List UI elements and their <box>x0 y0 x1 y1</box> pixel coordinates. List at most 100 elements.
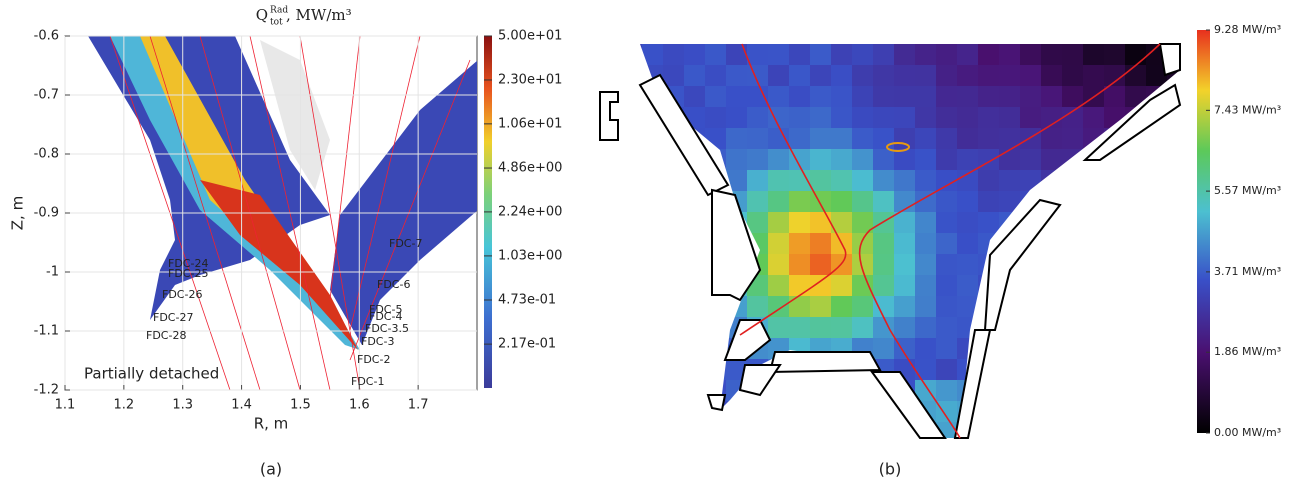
image-pixel <box>1167 149 1188 170</box>
image-pixel <box>852 128 873 149</box>
image-pixel <box>1083 422 1104 443</box>
image-pixel <box>1083 212 1104 233</box>
image-pixel <box>873 170 894 191</box>
image-pixel <box>852 422 873 443</box>
colorbar-tick-label: 1.06e+01 <box>498 116 562 131</box>
image-pixel <box>852 107 873 128</box>
image-pixel <box>999 422 1020 443</box>
image-pixel <box>684 86 705 107</box>
image-pixel <box>789 44 810 65</box>
image-pixel <box>1167 296 1188 317</box>
image-pixel <box>810 212 831 233</box>
image-pixel <box>747 44 768 65</box>
image-pixel <box>873 233 894 254</box>
image-pixel <box>894 128 915 149</box>
image-pixel <box>852 401 873 422</box>
image-pixel <box>1125 296 1146 317</box>
image-pixel <box>684 359 705 380</box>
image-pixel <box>1083 317 1104 338</box>
image-pixel <box>1041 233 1062 254</box>
image-pixel <box>789 86 810 107</box>
image-pixel <box>1167 254 1188 275</box>
image-pixel <box>1104 170 1125 191</box>
probe-label: FDC-25 <box>168 267 208 280</box>
image-pixel <box>1104 401 1125 422</box>
image-pixel <box>1062 380 1083 401</box>
image-pixel <box>1041 317 1062 338</box>
image-pixel <box>1020 317 1041 338</box>
image-pixel <box>852 149 873 170</box>
image-pixel <box>999 170 1020 191</box>
image-pixel <box>684 317 705 338</box>
image-pixel <box>915 317 936 338</box>
image-pixel <box>1125 317 1146 338</box>
image-pixel <box>726 149 747 170</box>
image-pixel <box>747 107 768 128</box>
image-pixel <box>684 422 705 443</box>
image-pixel <box>999 86 1020 107</box>
image-pixel <box>810 107 831 128</box>
image-pixel <box>1125 254 1146 275</box>
image-pixel <box>1083 65 1104 86</box>
image-pixel <box>873 65 894 86</box>
image-pixel <box>663 296 684 317</box>
image-pixel <box>1146 149 1167 170</box>
image-pixel <box>600 275 621 296</box>
image-pixel <box>978 380 999 401</box>
probe-label: FDC-1 <box>351 375 384 388</box>
image-pixel <box>915 128 936 149</box>
image-pixel <box>810 296 831 317</box>
image-pixel <box>915 212 936 233</box>
image-pixel <box>789 107 810 128</box>
image-pixel <box>936 338 957 359</box>
image-pixel <box>684 338 705 359</box>
image-pixel <box>1167 317 1188 338</box>
image-pixel <box>621 380 642 401</box>
image-pixel <box>852 317 873 338</box>
image-pixel <box>1062 359 1083 380</box>
image-pixel <box>1146 422 1167 443</box>
image-pixel <box>936 401 957 422</box>
image-pixel <box>1146 359 1167 380</box>
colorbar-tick-label: 4.86e+00 <box>498 161 562 176</box>
image-pixel <box>852 86 873 107</box>
image-pixel <box>873 275 894 296</box>
image-pixel <box>621 317 642 338</box>
image-pixel <box>978 86 999 107</box>
colorbar <box>1197 30 1210 433</box>
image-pixel <box>915 44 936 65</box>
image-pixel <box>1062 65 1083 86</box>
image-pixel <box>1083 359 1104 380</box>
image-pixel <box>978 65 999 86</box>
image-pixel <box>873 422 894 443</box>
image-pixel <box>705 44 726 65</box>
image-pixel <box>936 317 957 338</box>
image-pixel <box>810 128 831 149</box>
image-pixel <box>1083 401 1104 422</box>
image-pixel <box>663 422 684 443</box>
image-pixel <box>1167 212 1188 233</box>
image-pixel <box>894 107 915 128</box>
image-pixel <box>642 233 663 254</box>
image-pixel <box>1062 233 1083 254</box>
image-pixel <box>768 170 789 191</box>
image-pixel <box>873 296 894 317</box>
image-pixel <box>1104 86 1125 107</box>
panel-b: (b) <box>600 30 1210 479</box>
image-pixel <box>621 338 642 359</box>
image-pixel <box>936 128 957 149</box>
image-pixel <box>831 422 852 443</box>
image-pixel <box>894 65 915 86</box>
image-pixel <box>1125 170 1146 191</box>
image-pixel <box>705 107 726 128</box>
image-pixel <box>1062 317 1083 338</box>
colorbar-tick-label: 0.00 MW/m³ <box>1214 426 1281 439</box>
image-pixel <box>894 170 915 191</box>
image-pixel <box>1146 254 1167 275</box>
image-pixel <box>1167 422 1188 443</box>
image-pixel <box>1125 212 1146 233</box>
image-pixel <box>684 275 705 296</box>
image-pixel <box>852 170 873 191</box>
image-pixel <box>936 254 957 275</box>
image-pixel <box>642 254 663 275</box>
